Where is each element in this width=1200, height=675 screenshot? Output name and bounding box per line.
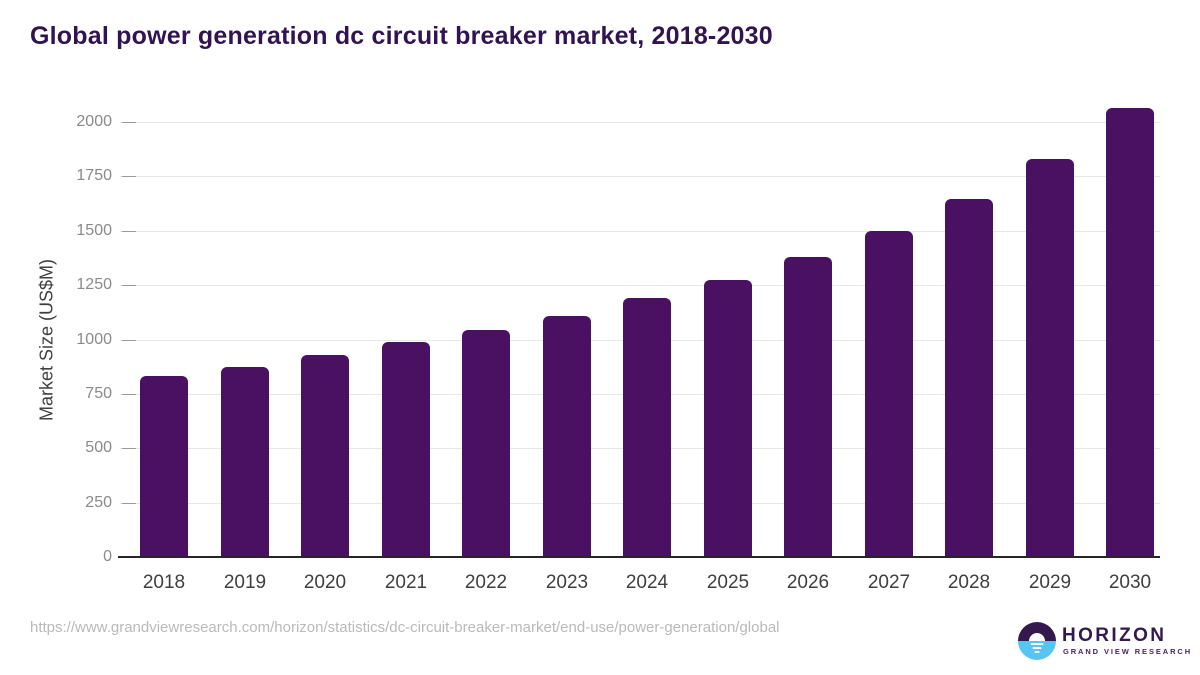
y-tick-label-0: 0 (103, 548, 112, 565)
x-tick-label-2029: 2029 (1028, 572, 1072, 593)
x-axis-line (118, 556, 1160, 558)
y-tick-mark (122, 448, 136, 449)
bar-2030[interactable] (1106, 108, 1154, 557)
x-tick-label-2023: 2023 (545, 572, 589, 593)
y-tick-label-1500: 1500 (76, 222, 112, 239)
x-tick-label-2020: 2020 (303, 572, 347, 593)
y-tick-mark (122, 285, 136, 286)
sun-over-water-icon (1018, 622, 1056, 660)
y-tick-mark (122, 340, 136, 341)
bar-2026[interactable] (784, 257, 832, 557)
y-tick-mark (122, 394, 136, 395)
y-tick-label-1750: 1750 (76, 167, 112, 184)
bar-2028[interactable] (945, 199, 993, 557)
source-url: https://www.grandviewresearch.com/horizo… (30, 619, 780, 636)
bar-2019[interactable] (221, 367, 269, 557)
x-tick-label-2026: 2026 (786, 572, 830, 593)
sun-reflection-line (1032, 647, 1042, 649)
gridline-2000 (120, 122, 1160, 123)
y-tick-label-1250: 1250 (76, 276, 112, 293)
x-tick-label-2024: 2024 (625, 572, 669, 593)
horizon-logo: HORIZON GRAND VIEW RESEARCH (1018, 621, 1190, 663)
bar-2020[interactable] (301, 355, 349, 557)
y-tick-label-500: 500 (85, 439, 112, 456)
bar-2025[interactable] (704, 280, 752, 557)
x-tick-label-2028: 2028 (947, 572, 991, 593)
gridline-1750 (120, 176, 1160, 177)
y-tick-label-2000: 2000 (76, 113, 112, 130)
sun-reflection-line (1034, 651, 1040, 653)
bar-2029[interactable] (1026, 159, 1074, 557)
y-tick-label-750: 750 (85, 385, 112, 402)
x-tick-label-2018: 2018 (142, 572, 186, 593)
sun-icon (1029, 633, 1045, 641)
y-tick-label-250: 250 (85, 494, 112, 511)
y-tick-mark (122, 231, 136, 232)
y-tick-label-1000: 1000 (76, 331, 112, 348)
x-tick-label-2030: 2030 (1108, 572, 1152, 593)
x-tick-label-2027: 2027 (867, 572, 911, 593)
bar-2022[interactable] (462, 330, 510, 557)
bar-2018[interactable] (140, 376, 188, 557)
y-tick-mark (122, 176, 136, 177)
bar-2021[interactable] (382, 342, 430, 557)
y-tick-mark (122, 503, 136, 504)
gridline-1250 (120, 285, 1160, 286)
sun-reflection-line (1030, 643, 1044, 645)
x-tick-label-2019: 2019 (223, 572, 267, 593)
bar-2024[interactable] (623, 298, 671, 557)
logo-subtitle-text: GRAND VIEW RESEARCH (1063, 647, 1193, 656)
bar-2023[interactable] (543, 316, 591, 557)
logo-brand-text: HORIZON (1062, 625, 1167, 646)
chart-title: Global power generation dc circuit break… (30, 22, 773, 50)
gridline-1500 (120, 231, 1160, 232)
x-tick-label-2025: 2025 (706, 572, 750, 593)
x-tick-label-2021: 2021 (384, 572, 428, 593)
y-tick-mark (122, 122, 136, 123)
x-tick-label-2022: 2022 (464, 572, 508, 593)
bar-2027[interactable] (865, 231, 913, 557)
